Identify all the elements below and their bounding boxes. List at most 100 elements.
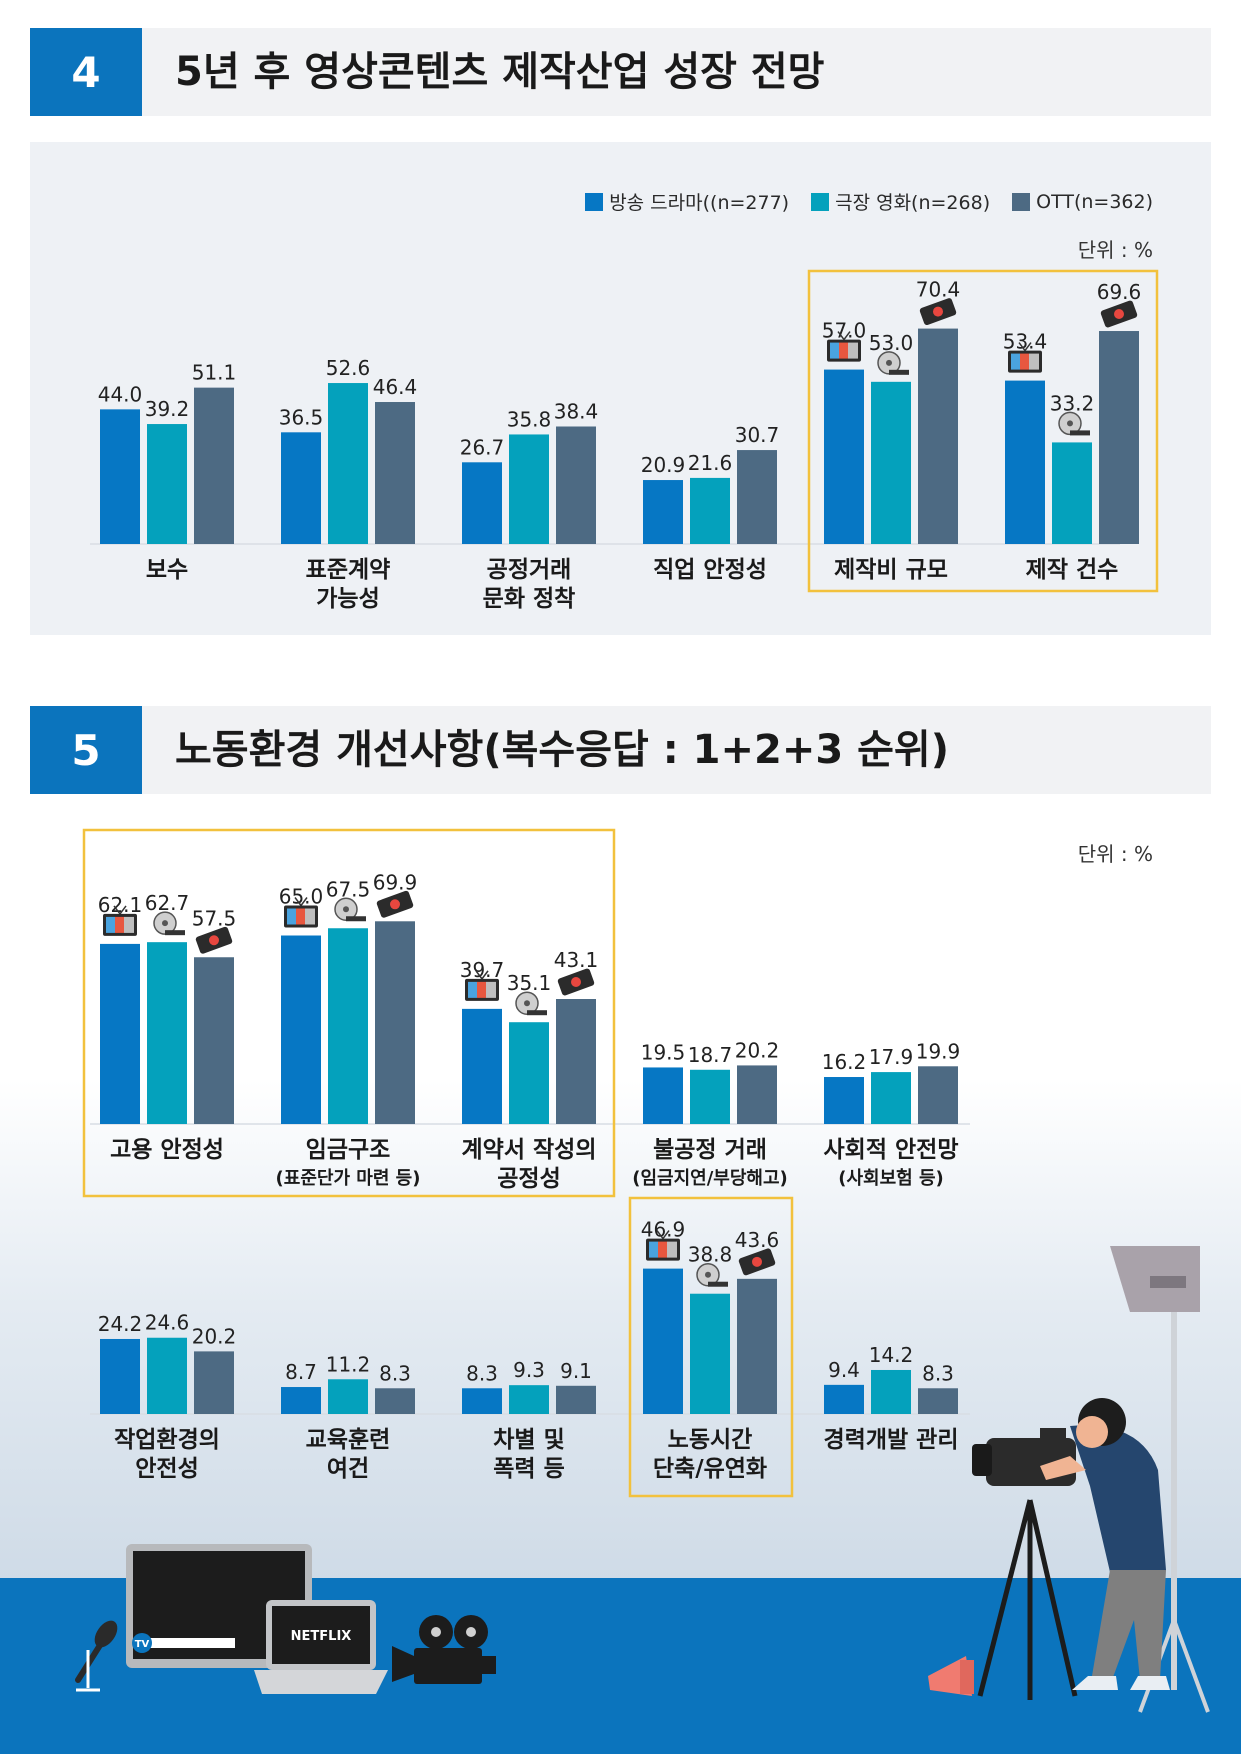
tv-icon — [1008, 342, 1042, 373]
chart3-value-label: 8.7 — [285, 1360, 317, 1384]
chart1-category-label: 공정거래 — [487, 557, 572, 583]
chart3-category-label: 교육훈련 — [306, 1427, 391, 1453]
chart1-bar-movie — [509, 434, 549, 544]
chart2-category-sublabel: (임금지연/부당해고) — [632, 1168, 788, 1189]
chart2-category-label: 고용 안정성 — [110, 1137, 224, 1163]
legend-label-movie: 극장 영화(n=268) — [835, 192, 991, 214]
chart1-value-label: 26.7 — [460, 435, 505, 459]
chart2-bar-ott — [375, 921, 415, 1124]
chart2-bar-ott — [556, 999, 596, 1124]
chart2-bar-ott — [918, 1066, 958, 1124]
chart2-category-label: 임금구조 — [306, 1137, 391, 1163]
chart2-category-label: 불공정 거래 — [653, 1137, 767, 1163]
chart3-category-label: 경력개발 관리 — [824, 1427, 959, 1453]
film-reel-icon — [334, 897, 366, 922]
chart2-category-label: 사회적 안전망 — [824, 1137, 959, 1163]
chart3-highlight-box — [628, 1196, 794, 1498]
phone-play-icon — [557, 968, 595, 996]
chart1-value-label: 51.1 — [192, 361, 237, 385]
chart3-value-label: 24.6 — [145, 1311, 190, 1335]
chart3-value-label: 24.2 — [98, 1312, 143, 1336]
chart1-bar-ott — [737, 450, 777, 544]
chart3-bar-ott — [375, 1388, 415, 1414]
chart3-value-label: 14.2 — [869, 1343, 914, 1367]
legend-swatch-movie — [811, 192, 830, 211]
chart1-value-label: 39.2 — [145, 397, 190, 421]
chart1-value-label: 52.6 — [326, 356, 371, 380]
chart2-bar-ott — [194, 957, 234, 1124]
legend-label-ott: OTT(n=362) — [1036, 190, 1153, 213]
chart2-value-label: 17.9 — [869, 1045, 914, 1069]
section4-unit: 단위 : % — [1077, 238, 1153, 262]
chart1-bar-ott — [918, 328, 958, 544]
chart1-category-label: 가능성 — [316, 586, 379, 612]
chart2-value-label: 19.9 — [916, 1039, 961, 1063]
chart3-category-label: 단축/유연화 — [653, 1456, 767, 1482]
chart3-bar-drama — [100, 1338, 140, 1414]
chart2-bar-movie — [871, 1072, 911, 1124]
chart1-bar-ott — [194, 387, 234, 544]
chart3-category-label: 노동시간 — [668, 1427, 753, 1453]
tv-icon — [827, 331, 861, 362]
chart1-category-label: 문화 정착 — [483, 586, 576, 612]
chart2-value-label: 20.2 — [735, 1038, 780, 1062]
chart1-value-label: 38.4 — [554, 399, 599, 423]
chart2-bar-drama — [643, 1067, 683, 1124]
section4-number: 4 — [30, 28, 142, 116]
chart1-value-label: 20.9 — [641, 453, 686, 477]
chart2-bar-movie — [509, 1022, 549, 1124]
chart2-category-sublabel: (사회보험 등) — [838, 1167, 944, 1189]
chart3-category-label: 폭력 등 — [493, 1456, 565, 1482]
chart1-bar-drama — [1005, 380, 1045, 544]
chart3-bar-drama — [643, 1268, 683, 1414]
chart1-category-label: 제작비 규모 — [834, 557, 948, 583]
legend-item-ott: OTT(n=362) — [1012, 188, 1153, 215]
section5-unit: 단위 : % — [1077, 842, 1153, 866]
chart3-bar-movie — [871, 1369, 911, 1414]
phone-play-icon — [376, 890, 414, 918]
studio-background — [0, 1080, 1241, 1580]
chart2-category-label: 계약서 작성의 — [462, 1137, 597, 1163]
chart1-value-label: 33.2 — [1050, 391, 1095, 415]
chart2-highlight-box — [82, 828, 616, 1198]
chart3-bar-drama — [281, 1387, 321, 1414]
chart3-value-label: 9.4 — [828, 1358, 860, 1382]
chart2-category-sublabel: (표준단가 마련 등) — [276, 1168, 421, 1189]
chart3-bar-movie — [509, 1385, 549, 1414]
film-reel-icon — [696, 1262, 728, 1287]
chart1-bar-movie — [690, 477, 730, 544]
chart3-category-label: 차별 및 — [493, 1427, 565, 1453]
chart2-bar-movie — [328, 928, 368, 1124]
chart2-value-label: 57.5 — [192, 906, 237, 930]
chart2-value-label: 35.1 — [507, 971, 552, 995]
chart1-bar-movie — [147, 424, 187, 544]
legend-swatch-drama — [585, 192, 604, 211]
film-reel-icon — [1058, 411, 1090, 436]
chart3-bar-movie — [328, 1379, 368, 1414]
tv-icon — [103, 905, 137, 936]
chart3-value-label: 38.8 — [688, 1243, 733, 1267]
chart3-category-label: 안전성 — [135, 1456, 198, 1482]
section4-title: 5년 후 영상콘텐츠 제작산업 성장 전망 — [175, 49, 825, 95]
chart1-bar-movie — [871, 381, 911, 544]
chart1-value-label: 36.5 — [279, 405, 324, 429]
chart3-value-label: 20.2 — [192, 1324, 237, 1348]
chart2-bar-drama — [100, 943, 140, 1124]
chart1-value-label: 69.6 — [1097, 280, 1142, 304]
chart3-value-label: 43.6 — [735, 1228, 780, 1252]
chart2-value-label: 16.2 — [822, 1050, 867, 1074]
chart2-category-label: 공정성 — [497, 1166, 560, 1192]
chart1-bar-ott — [556, 426, 596, 544]
phone-play-icon — [1100, 300, 1138, 328]
chart1-value-label: 35.8 — [507, 407, 552, 431]
chart2-bar-drama — [824, 1077, 864, 1124]
section5-number: 5 — [30, 706, 142, 794]
chart3-value-label: 9.3 — [513, 1358, 545, 1382]
chart3-category-label: 여건 — [327, 1456, 369, 1482]
chart3-bar-drama — [824, 1384, 864, 1414]
chart2-value-label: 67.5 — [326, 877, 371, 901]
chart1-bar-ott — [1099, 331, 1139, 544]
section4-header: 4 5년 후 영상콘텐츠 제작산업 성장 전망 — [30, 28, 1211, 116]
chart2-value-label: 18.7 — [688, 1043, 733, 1067]
